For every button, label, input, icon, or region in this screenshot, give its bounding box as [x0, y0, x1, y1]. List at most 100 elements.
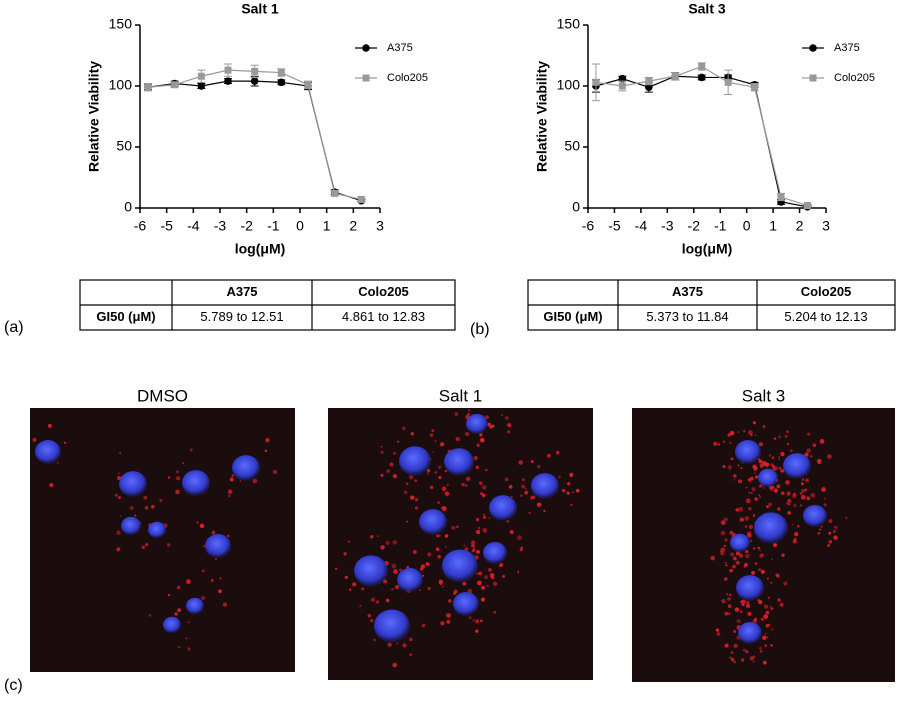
red-puncta — [167, 593, 171, 597]
red-puncta — [558, 475, 561, 479]
red-puncta — [724, 611, 729, 616]
red-puncta — [737, 431, 740, 434]
red-puncta — [726, 593, 729, 596]
red-puncta — [486, 584, 489, 587]
red-puncta — [401, 426, 406, 431]
red-puncta — [724, 561, 727, 564]
red-puncta — [768, 502, 773, 507]
marker — [645, 77, 653, 85]
red-puncta — [752, 660, 755, 663]
red-puncta — [144, 505, 149, 510]
red-puncta — [729, 593, 732, 596]
nucleus — [163, 616, 181, 634]
red-puncta — [733, 474, 737, 478]
red-puncta — [483, 513, 486, 516]
nucleus — [531, 473, 559, 499]
red-puncta — [176, 476, 181, 481]
red-puncta — [482, 485, 487, 490]
red-puncta — [744, 516, 750, 521]
red-puncta — [174, 612, 178, 616]
red-puncta — [359, 605, 362, 608]
marker — [645, 83, 653, 92]
red-puncta — [796, 524, 800, 528]
red-puncta — [720, 530, 726, 536]
red-puncta — [769, 454, 772, 457]
red-puncta — [754, 475, 759, 479]
red-puncta — [761, 553, 764, 556]
nucleus — [121, 516, 141, 536]
red-puncta — [740, 467, 743, 470]
nucleus — [35, 440, 61, 464]
red-puncta — [821, 487, 826, 492]
red-puncta — [730, 457, 734, 461]
red-puncta — [472, 619, 475, 622]
red-puncta — [779, 602, 784, 607]
red-puncta — [747, 477, 752, 482]
x-tick-label: 3 — [822, 218, 830, 234]
red-puncta — [800, 489, 805, 493]
red-puncta — [410, 432, 415, 436]
legend-label: A375 — [834, 42, 860, 54]
red-puncta — [118, 496, 121, 500]
red-puncta — [446, 619, 451, 624]
red-puncta — [446, 613, 451, 618]
x-tick-label: -4 — [187, 218, 200, 234]
red-puncta — [480, 597, 486, 602]
red-puncta — [754, 472, 757, 475]
red-puncta — [799, 492, 803, 495]
red-puncta — [409, 653, 413, 656]
red-puncta — [380, 450, 384, 454]
red-puncta — [476, 529, 481, 535]
red-puncta — [727, 597, 731, 601]
red-puncta — [789, 449, 793, 453]
y-tick-label: 50 — [564, 138, 580, 154]
red-puncta — [781, 491, 785, 495]
red-puncta — [467, 412, 470, 416]
y-tick-label: 0 — [572, 199, 580, 215]
red-puncta — [476, 572, 479, 575]
red-puncta — [738, 553, 744, 558]
red-puncta — [414, 497, 419, 502]
nucleus — [783, 453, 811, 479]
red-puncta — [758, 568, 762, 572]
red-puncta — [491, 576, 495, 580]
red-puncta — [764, 644, 768, 647]
red-puncta — [218, 589, 222, 594]
red-puncta — [482, 528, 488, 533]
legend-marker — [362, 44, 370, 52]
red-puncta — [396, 642, 399, 645]
red-puncta — [211, 530, 216, 535]
red-puncta — [799, 504, 803, 507]
red-puncta — [749, 540, 752, 542]
red-puncta — [510, 495, 513, 498]
red-puncta — [167, 476, 171, 479]
red-puncta — [412, 549, 417, 554]
nucleus — [354, 555, 388, 587]
x-tick-label: -5 — [608, 218, 621, 234]
red-puncta — [720, 552, 724, 556]
red-puncta — [530, 497, 533, 500]
red-puncta — [819, 528, 822, 531]
x-tick-label: -6 — [582, 218, 595, 234]
red-puncta — [488, 516, 491, 520]
red-puncta — [775, 573, 779, 577]
nucleus — [148, 521, 166, 539]
red-puncta — [178, 646, 181, 649]
red-puncta — [786, 491, 791, 496]
red-puncta — [440, 621, 445, 626]
red-puncta — [426, 562, 430, 567]
red-puncta — [397, 440, 400, 443]
red-puncta — [421, 623, 426, 628]
red-puncta — [754, 497, 758, 501]
red-puncta — [784, 434, 788, 438]
red-puncta — [479, 433, 483, 437]
y-axis-label: Relative Viability — [86, 61, 102, 172]
marker — [197, 82, 206, 90]
red-puncta — [508, 485, 513, 489]
red-puncta — [436, 534, 440, 538]
red-puncta — [769, 605, 772, 608]
red-puncta — [504, 477, 509, 482]
red-puncta — [834, 525, 838, 529]
red-puncta — [770, 581, 773, 584]
red-puncta — [758, 484, 762, 488]
